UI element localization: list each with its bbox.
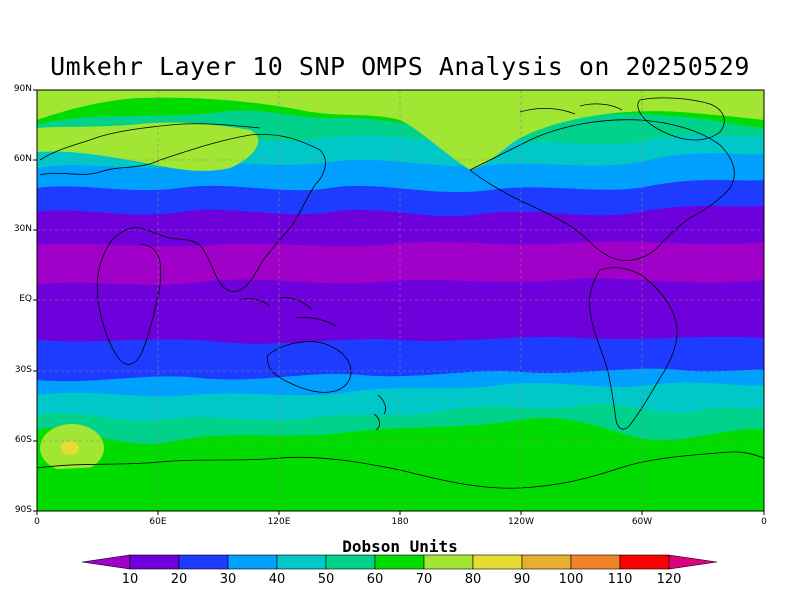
- colorbar-tick-label: 80: [464, 572, 482, 587]
- colorbar-swatch: [472, 554, 523, 570]
- colorbar-tick-label: 30: [219, 572, 237, 587]
- colorbar-tick-label: 10: [121, 572, 139, 587]
- colorbar-tick-label: 70: [415, 572, 433, 587]
- colorbar-tick-label: 60: [366, 572, 384, 587]
- colorbar-swatch: [570, 554, 621, 570]
- colorbar-swatch: [227, 554, 278, 570]
- colorbar-tick-label: 20: [170, 572, 188, 587]
- lat-label-90n: 90N: [13, 84, 32, 94]
- colorbar-cap-high: [668, 554, 718, 570]
- lon-label-0-west: 0: [34, 517, 40, 527]
- lat-label-90s: 90S: [14, 505, 32, 515]
- colorbar-swatch: [423, 554, 474, 570]
- ozone-field: [37, 90, 764, 511]
- lon-label-0-east: 0: [761, 517, 767, 527]
- colorbar-tick-label: 90: [513, 572, 531, 587]
- colorbar-swatch: [521, 554, 572, 570]
- gridlines: [37, 90, 764, 511]
- lat-label-30s: 30S: [14, 365, 32, 375]
- axis-ticks: [33, 89, 765, 515]
- colorbar-tick-label: 100: [558, 572, 584, 587]
- colorbar-swatch: [325, 554, 376, 570]
- lon-label-120e: 120E: [267, 517, 291, 527]
- colorbar-tick-label: 120: [656, 572, 682, 587]
- colorbar-swatch: [619, 554, 670, 570]
- band-60-70-antarctic: [37, 459, 764, 511]
- band-70-80-north-west: [37, 90, 764, 170]
- ozone-map: [33, 89, 765, 515]
- lat-label-eq: EQ: [19, 294, 32, 304]
- lat-label-60s: 60S: [14, 435, 32, 445]
- band-80-90-south-patch: [61, 441, 79, 455]
- colorbar-swatch: [374, 554, 425, 570]
- lat-label-30n: 30N: [13, 224, 32, 234]
- lon-label-120w: 120W: [507, 517, 535, 527]
- coastlines: [37, 97, 764, 489]
- map-title: Umkehr Layer 10 SNP OMPS Analysis on 202…: [50, 52, 750, 81]
- lon-label-180: 180: [391, 517, 409, 527]
- colorbar-tick-label: 40: [268, 572, 286, 587]
- colorbar-units-label: Dobson Units: [342, 537, 458, 556]
- colorbar-swatch: [178, 554, 229, 570]
- colorbar-cap-low: [81, 554, 131, 570]
- colorbar-tick-label: 110: [607, 572, 633, 587]
- lat-label-60n: 60N: [13, 154, 32, 164]
- lon-label-60e: 60E: [149, 517, 167, 527]
- band-70-80-asia-lobe: [37, 122, 259, 171]
- lon-label-60w: 60W: [631, 517, 653, 527]
- colorbar-swatch: [276, 554, 327, 570]
- colorbar: [81, 554, 718, 570]
- colorbar-swatch: [129, 554, 180, 570]
- colorbar-tick-label: 50: [317, 572, 335, 587]
